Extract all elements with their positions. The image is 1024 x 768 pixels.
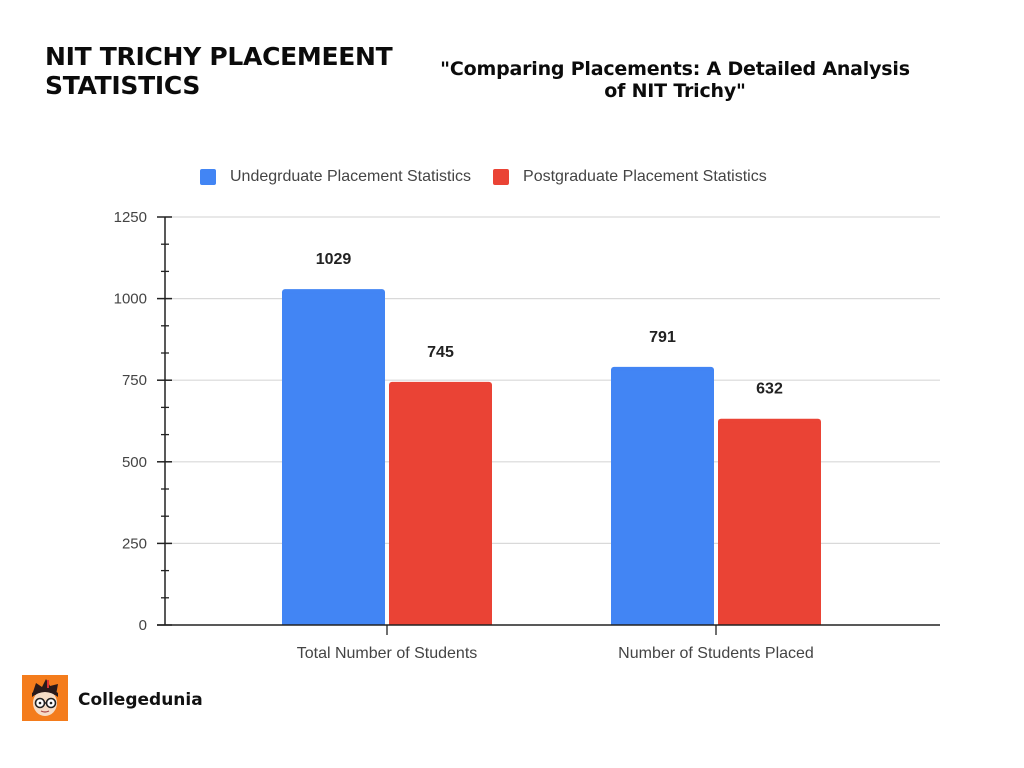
chart-subtitle: "Comparing Placements: A Detailed Analys…: [420, 58, 930, 102]
data-label: 632: [756, 381, 783, 398]
cartoon-student-face-icon: [32, 679, 58, 716]
subtitle-line-2: of NIT Trichy": [604, 80, 746, 102]
collegedunia-logo: [22, 675, 68, 721]
x-tick-label: Number of Students Placed: [618, 645, 814, 662]
x-tick-label: Total Number of Students: [297, 645, 478, 662]
y-tick-label: 1250: [114, 209, 147, 226]
data-label: 745: [427, 344, 454, 361]
legend-item-postgraduate[interactable]: Postgraduate Placement Statistics: [493, 168, 767, 186]
legend-swatch-postgraduate: [493, 169, 510, 185]
y-tick-label: 750: [122, 372, 147, 389]
legend-label-postgraduate: Postgraduate Placement Statistics: [523, 168, 767, 185]
data-label: 791: [649, 329, 676, 346]
legend-item-undergraduate[interactable]: Undegrduate Placement Statistics: [200, 168, 471, 186]
legend-label-undergraduate: Undegrduate Placement Statistics: [230, 168, 472, 185]
y-tick-label: 0: [139, 617, 147, 634]
brand-name: Collegedunia: [78, 690, 203, 710]
y-tick-label: 250: [122, 535, 147, 552]
data-label: 1029: [316, 251, 352, 268]
y-tick-label: 1000: [114, 291, 147, 308]
y-tick-label: 500: [122, 454, 147, 471]
legend-swatch-undergraduate: [200, 169, 216, 185]
chart-legend: Undegrduate Placement Statistics Postgra…: [200, 168, 789, 186]
x-axis: Total Number of Students Number of Studen…: [157, 624, 940, 662]
gridlines: [165, 216, 940, 545]
y-axis: 0 250 500 750 1000 1250: [114, 209, 172, 634]
bars: 1029 745 791 632: [282, 251, 821, 625]
main-title: NIT TRICHY PLACEMEENT STATISTICS: [45, 42, 393, 100]
subtitle-line-1: "Comparing Placements: A Detailed Analys…: [440, 58, 910, 80]
